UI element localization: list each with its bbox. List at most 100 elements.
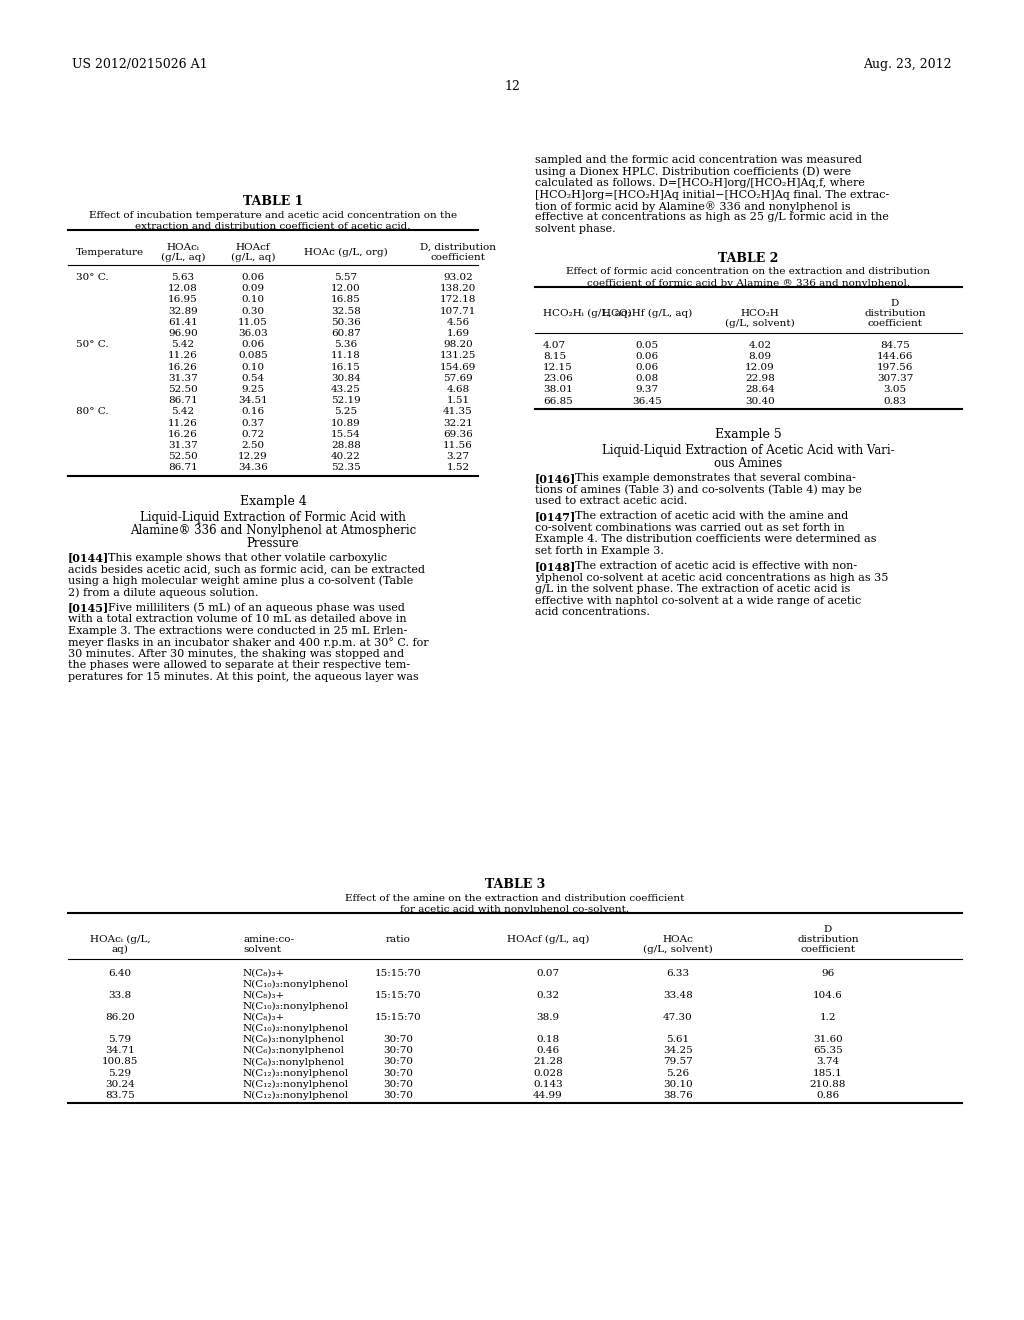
- Text: 86.71: 86.71: [168, 463, 198, 473]
- Text: 210.88: 210.88: [810, 1080, 846, 1089]
- Text: 0.37: 0.37: [242, 418, 264, 428]
- Text: 5.36: 5.36: [335, 341, 357, 350]
- Text: 16.85: 16.85: [331, 296, 360, 305]
- Text: 12: 12: [504, 81, 520, 92]
- Text: 1.51: 1.51: [446, 396, 470, 405]
- Text: 154.69: 154.69: [440, 363, 476, 372]
- Text: 0.83: 0.83: [884, 396, 906, 405]
- Text: This example demonstrates that several combina-: This example demonstrates that several c…: [575, 473, 856, 483]
- Text: 30.24: 30.24: [105, 1080, 135, 1089]
- Text: 0.54: 0.54: [242, 374, 264, 383]
- Text: HOAc: HOAc: [663, 935, 693, 944]
- Text: 0.32: 0.32: [537, 991, 559, 1001]
- Text: set forth in Example 3.: set forth in Example 3.: [535, 545, 664, 556]
- Text: HOAc (g/L, org): HOAc (g/L, org): [304, 248, 388, 257]
- Text: 0.72: 0.72: [242, 430, 264, 438]
- Text: 1.52: 1.52: [446, 463, 470, 473]
- Text: 307.37: 307.37: [877, 374, 913, 383]
- Text: for acetic acid with nonylphenol co-solvent.: for acetic acid with nonylphenol co-solv…: [400, 906, 630, 913]
- Text: D, distribution: D, distribution: [420, 243, 496, 252]
- Text: 16.26: 16.26: [168, 430, 198, 438]
- Text: 30:70: 30:70: [383, 1047, 413, 1055]
- Text: 32.58: 32.58: [331, 306, 360, 315]
- Text: 4.02: 4.02: [749, 341, 771, 350]
- Text: amine:co-: amine:co-: [243, 935, 294, 944]
- Text: Liquid-Liquid Extraction of Formic Acid with: Liquid-Liquid Extraction of Formic Acid …: [140, 511, 406, 524]
- Text: 0.05: 0.05: [636, 341, 658, 350]
- Text: N(C₈)₃+: N(C₈)₃+: [243, 969, 286, 978]
- Text: 22.98: 22.98: [745, 374, 775, 383]
- Text: 30.84: 30.84: [331, 374, 360, 383]
- Text: 86.71: 86.71: [168, 396, 198, 405]
- Text: 34.51: 34.51: [239, 396, 268, 405]
- Text: 84.75: 84.75: [880, 341, 910, 350]
- Text: meyer flasks in an incubator shaker and 400 r.p.m. at 30° C. for: meyer flasks in an incubator shaker and …: [68, 638, 429, 648]
- Text: 66.85: 66.85: [543, 396, 572, 405]
- Text: TABLE 1: TABLE 1: [243, 195, 303, 209]
- Text: 12.29: 12.29: [239, 453, 268, 461]
- Text: ratio: ratio: [386, 935, 411, 944]
- Text: 44.99: 44.99: [534, 1092, 563, 1100]
- Text: 0.085: 0.085: [239, 351, 268, 360]
- Text: N(C₆)₃:nonylphenol: N(C₆)₃:nonylphenol: [243, 1035, 345, 1044]
- Text: Liquid-Liquid Extraction of Acetic Acid with Vari-: Liquid-Liquid Extraction of Acetic Acid …: [602, 444, 895, 457]
- Text: 11.56: 11.56: [443, 441, 473, 450]
- Text: 5.63: 5.63: [171, 273, 195, 282]
- Text: 30.40: 30.40: [745, 396, 775, 405]
- Text: HOAcf (g/L, aq): HOAcf (g/L, aq): [507, 935, 589, 944]
- Text: 0.143: 0.143: [534, 1080, 563, 1089]
- Text: 5.79: 5.79: [109, 1035, 131, 1044]
- Text: 2) from a dilute aqueous solution.: 2) from a dilute aqueous solution.: [68, 587, 258, 598]
- Text: 11.26: 11.26: [168, 418, 198, 428]
- Text: 107.71: 107.71: [440, 306, 476, 315]
- Text: TABLE 3: TABLE 3: [485, 878, 545, 891]
- Text: 15.54: 15.54: [331, 430, 360, 438]
- Text: HOAcᵢ (g/L,: HOAcᵢ (g/L,: [90, 935, 151, 944]
- Text: 0.06: 0.06: [242, 273, 264, 282]
- Text: effective with naphtol co-solvent at a wide range of acetic: effective with naphtol co-solvent at a w…: [535, 595, 861, 606]
- Text: Alamine® 336 and Nonylphenol at Atmospheric: Alamine® 336 and Nonylphenol at Atmosphe…: [130, 524, 416, 537]
- Text: [HCO₂H]org=[HCO₂H]Aq initial−[HCO₂H]Aq final. The extrac-: [HCO₂H]org=[HCO₂H]Aq initial−[HCO₂H]Aq f…: [535, 190, 889, 199]
- Text: 52.19: 52.19: [331, 396, 360, 405]
- Text: used to extract acetic acid.: used to extract acetic acid.: [535, 496, 687, 506]
- Text: [0144]: [0144]: [68, 553, 110, 564]
- Text: 1.69: 1.69: [446, 329, 470, 338]
- Text: 172.18: 172.18: [440, 296, 476, 305]
- Text: acids besides acetic acid, such as formic acid, can be extracted: acids besides acetic acid, such as formi…: [68, 564, 425, 574]
- Text: D: D: [824, 925, 833, 935]
- Text: 8.09: 8.09: [749, 351, 771, 360]
- Text: 36.03: 36.03: [239, 329, 268, 338]
- Text: US 2012/0215026 A1: US 2012/0215026 A1: [72, 58, 208, 71]
- Text: [0147]: [0147]: [535, 511, 577, 523]
- Text: coefficient: coefficient: [801, 945, 855, 954]
- Text: 50.36: 50.36: [331, 318, 360, 327]
- Text: 8.15: 8.15: [543, 351, 566, 360]
- Text: 60.87: 60.87: [331, 329, 360, 338]
- Text: coefficient of formic acid by Alamine ® 336 and nonylphenol.: coefficient of formic acid by Alamine ® …: [587, 279, 910, 288]
- Text: 5.29: 5.29: [109, 1069, 131, 1077]
- Text: 11.26: 11.26: [168, 351, 198, 360]
- Text: 16.15: 16.15: [331, 363, 360, 372]
- Text: co-solvent combinations was carried out as set forth in: co-solvent combinations was carried out …: [535, 523, 845, 533]
- Text: 34.25: 34.25: [664, 1047, 693, 1055]
- Text: Example 3. The extractions were conducted in 25 mL Erlen-: Example 3. The extractions were conducte…: [68, 626, 408, 636]
- Text: with a total extraction volume of 10 mL as detailed above in: with a total extraction volume of 10 mL …: [68, 614, 407, 624]
- Text: N(C₁₂)₃:nonylphenol: N(C₁₂)₃:nonylphenol: [243, 1069, 349, 1077]
- Text: 15:15:70: 15:15:70: [375, 1012, 421, 1022]
- Text: 57.69: 57.69: [443, 374, 473, 383]
- Text: 31.37: 31.37: [168, 374, 198, 383]
- Text: N(C₁₀)₃:nonylphenol: N(C₁₀)₃:nonylphenol: [243, 1002, 349, 1011]
- Text: 6.40: 6.40: [109, 969, 131, 978]
- Text: Aug. 23, 2012: Aug. 23, 2012: [863, 58, 952, 71]
- Text: The extraction of acetic acid with the amine and: The extraction of acetic acid with the a…: [575, 511, 848, 521]
- Text: 32.89: 32.89: [168, 306, 198, 315]
- Text: 36.45: 36.45: [632, 396, 662, 405]
- Text: Effect of the amine on the extraction and distribution coefficient: Effect of the amine on the extraction an…: [345, 894, 685, 903]
- Text: solvent: solvent: [243, 945, 281, 954]
- Text: 30:70: 30:70: [383, 1069, 413, 1077]
- Text: 30:70: 30:70: [383, 1035, 413, 1044]
- Text: 16.26: 16.26: [168, 363, 198, 372]
- Text: This example shows that other volatile carboxylic: This example shows that other volatile c…: [108, 553, 387, 562]
- Text: 30° C.: 30° C.: [76, 273, 109, 282]
- Text: 93.02: 93.02: [443, 273, 473, 282]
